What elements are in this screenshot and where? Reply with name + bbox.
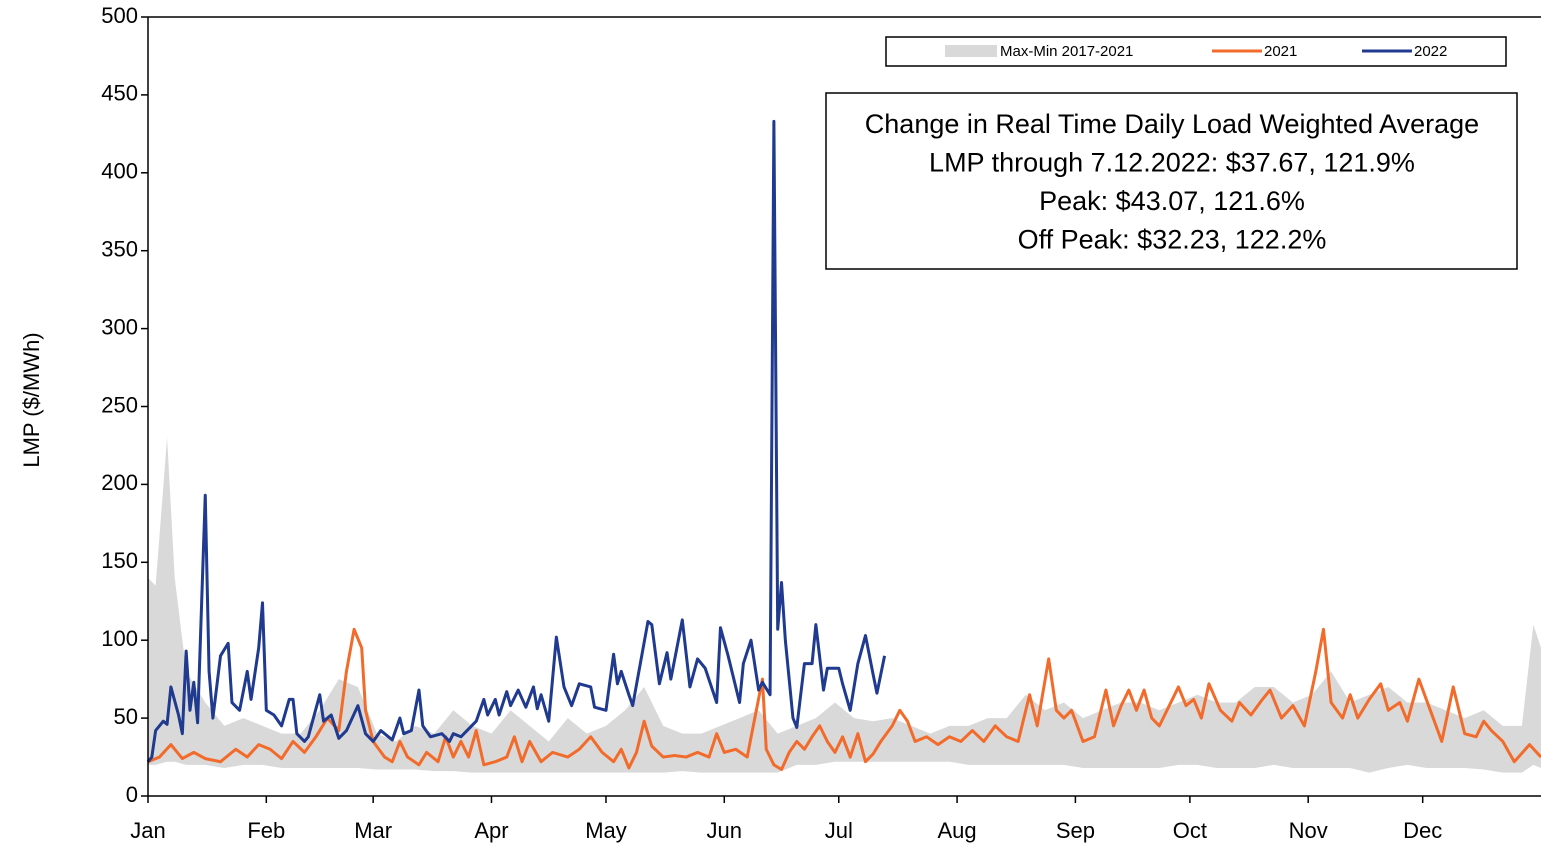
y-tick-label: 100 xyxy=(101,626,138,651)
y-tick-label: 450 xyxy=(101,81,138,106)
legend-swatch xyxy=(945,45,997,57)
x-tick-label: Dec xyxy=(1403,818,1442,843)
y-tick-label: 150 xyxy=(101,548,138,573)
x-tick-label: Oct xyxy=(1173,818,1207,843)
legend-label: Max-Min 2017-2021 xyxy=(1000,43,1133,60)
annotation-line: LMP through 7.12.2022: $37.67, 121.9% xyxy=(929,148,1415,178)
legend-label: 2022 xyxy=(1414,43,1447,60)
annotation-box xyxy=(825,92,1518,270)
series-line xyxy=(146,119,887,763)
x-tick-label: Jul xyxy=(825,818,853,843)
plot-area xyxy=(146,119,1541,773)
y-tick-label: 350 xyxy=(101,237,138,262)
y-tick-label: 400 xyxy=(101,159,138,184)
y-tick-label: 0 xyxy=(126,782,138,807)
legend-label: 2021 xyxy=(1264,43,1297,60)
x-tick-label: Aug xyxy=(938,818,977,843)
y-tick-label: 300 xyxy=(101,314,138,339)
x-tick-label: Jan xyxy=(130,818,165,843)
series-line xyxy=(147,627,1541,772)
x-tick-label: Nov xyxy=(1289,818,1328,843)
y-tick-label: 250 xyxy=(101,392,138,417)
x-tick-label: Sep xyxy=(1056,818,1095,843)
range-band xyxy=(148,437,1541,773)
x-tick-label: Apr xyxy=(474,818,508,843)
x-tick-label: May xyxy=(585,818,627,843)
y-axis-label: LMP ($/MWh) xyxy=(19,332,44,467)
annotation-line: Change in Real Time Daily Load Weighted … xyxy=(865,109,1479,139)
y-tick-label: 50 xyxy=(114,704,138,729)
annotation-line: Peak: $43.07, 121.6% xyxy=(1039,186,1305,216)
y-tick-label: 200 xyxy=(101,470,138,495)
x-tick-label: Jun xyxy=(707,818,742,843)
annotation-line: Off Peak: $32.23, 122.2% xyxy=(1018,225,1327,255)
x-tick-label: Mar xyxy=(354,818,392,843)
y-tick-label: 500 xyxy=(101,3,138,28)
x-tick-label: Feb xyxy=(247,818,285,843)
